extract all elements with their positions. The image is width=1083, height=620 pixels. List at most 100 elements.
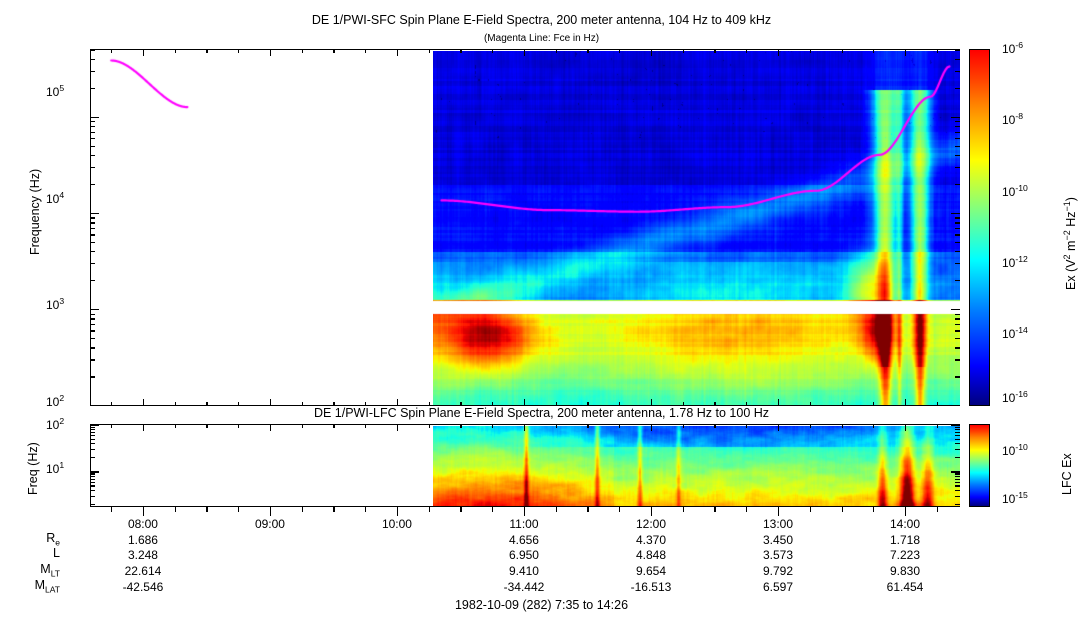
axis-tick	[936, 402, 938, 406]
time-axis-label: 10:00	[381, 517, 412, 531]
axis-tick	[90, 217, 95, 219]
axis-tick	[951, 309, 960, 311]
cbar-label-1e-6: 10-6	[1002, 40, 1024, 56]
axis-tick	[460, 424, 462, 428]
axis-tick	[365, 402, 367, 406]
ephemeris-value: 6.597	[762, 580, 793, 594]
bottom-colorbar-label: LFC Ex	[1060, 453, 1074, 495]
axis-tick	[333, 424, 335, 428]
axis-tick	[955, 87, 960, 90]
lfc-cbar-label-1e-10: 10-10	[1002, 442, 1028, 458]
ytick-exp-1e3: 3	[59, 296, 65, 306]
ytick-label-1e3: 103	[46, 296, 65, 312]
axis-tick	[955, 263, 960, 265]
axis-tick	[428, 49, 430, 53]
axis-tick	[111, 507, 113, 512]
axis-tick	[873, 424, 875, 428]
axis-tick	[809, 507, 811, 512]
axis-tick	[269, 507, 272, 516]
axis-tick	[206, 507, 208, 512]
axis-tick	[955, 489, 960, 492]
axis-tick	[460, 49, 462, 53]
axis-tick	[936, 507, 938, 512]
axis-tick	[90, 313, 95, 315]
axis-tick	[523, 399, 526, 406]
axis-tick	[111, 424, 113, 428]
axis-tick	[951, 116, 960, 119]
axis-tick	[682, 402, 684, 406]
axis-tick	[90, 234, 95, 236]
axis-tick	[90, 138, 95, 140]
axis-tick	[714, 424, 716, 428]
axis-tick	[682, 424, 684, 428]
axis-tick	[955, 241, 960, 244]
axis-tick	[90, 457, 95, 459]
ephemeris-value: 22.614	[124, 564, 162, 578]
time-axis-label: 09:00	[254, 517, 285, 531]
axis-tick	[650, 424, 653, 431]
ephemeris-value: 4.370	[635, 533, 666, 547]
axis-tick	[955, 126, 960, 128]
axis-tick	[955, 59, 960, 61]
axis-tick	[174, 424, 176, 428]
ephemeris-value: 3.450	[762, 533, 793, 547]
axis-tick	[238, 424, 240, 428]
axis-tick	[90, 359, 95, 361]
bottom-colorbar	[969, 424, 990, 507]
axis-tick	[955, 324, 960, 326]
axis-tick	[365, 49, 367, 53]
axis-tick	[174, 507, 176, 512]
axis-tick	[238, 49, 240, 53]
axis-tick	[90, 471, 99, 473]
axis-tick	[90, 489, 95, 492]
axis-tick	[951, 405, 960, 407]
axis-tick	[333, 402, 335, 406]
footer-caption: 1982-10-09 (282) 7:35 to 14:26	[454, 598, 629, 612]
axis-tick	[955, 71, 960, 73]
axis-tick	[955, 330, 960, 332]
axis-tick	[955, 184, 960, 186]
axis-tick	[955, 503, 960, 506]
ephemeris-value: 1.686	[127, 533, 158, 547]
axis-tick	[174, 402, 176, 406]
ephemeris-value: 9.654	[635, 564, 666, 578]
ephemeris-value: 9.792	[762, 564, 793, 578]
axis-tick	[841, 507, 843, 512]
axis-tick	[955, 155, 960, 157]
ephemeris-value: 7.223	[889, 548, 921, 562]
axis-tick	[90, 475, 95, 478]
axis-tick	[90, 145, 95, 148]
axis-tick	[955, 227, 960, 230]
axis-tick	[777, 49, 780, 56]
axis-tick	[809, 424, 811, 428]
axis-tick	[555, 49, 557, 53]
axis-tick	[90, 241, 95, 244]
axis-tick	[90, 424, 99, 426]
top-colorbar	[969, 49, 990, 406]
axis-tick	[955, 457, 960, 459]
axis-tick	[90, 59, 95, 61]
axis-tick	[619, 507, 621, 512]
axis-tick	[460, 507, 462, 512]
ytick-exp-1e5: 5	[59, 83, 65, 93]
axis-tick	[955, 131, 960, 133]
axis-tick	[90, 227, 95, 230]
top-panel-ylabel: Frequency (Hz)	[28, 169, 42, 255]
axis-tick	[90, 116, 99, 119]
cbar-exp-2: -8	[1015, 111, 1024, 121]
axis-tick	[955, 449, 960, 451]
axis-tick	[206, 402, 208, 406]
axis-tick	[90, 495, 95, 497]
lfc-ytick-label-1e1: 101	[46, 460, 65, 476]
axis-tick	[955, 145, 960, 148]
axis-tick	[955, 443, 960, 445]
axis-tick	[951, 213, 960, 215]
bottom-panel-ylabel-text: Freq (Hz)	[26, 442, 40, 495]
axis-tick	[523, 424, 526, 431]
axis-tick	[955, 431, 960, 434]
axis-tick	[301, 49, 303, 53]
axis-tick	[955, 473, 960, 475]
axis-tick	[955, 359, 960, 361]
axis-tick	[809, 49, 811, 53]
axis-tick	[955, 426, 960, 429]
